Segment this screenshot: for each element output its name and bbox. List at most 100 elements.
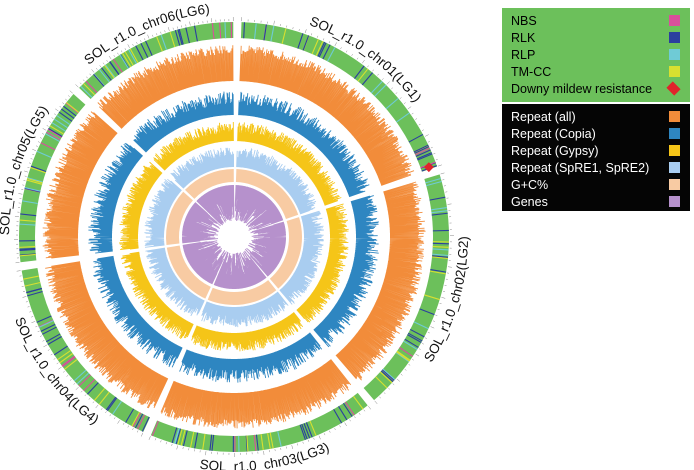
- resistance-gene-mark: [352, 395, 364, 410]
- scale-tick: [316, 35, 319, 38]
- resistance-gene-mark: [19, 253, 36, 256]
- legend-label: G+C%: [511, 177, 549, 192]
- resistance-gene-mark: [112, 58, 123, 73]
- scale-tick: [263, 450, 265, 455]
- histogram-track: [279, 210, 324, 305]
- resistance-gene-mark: [432, 253, 449, 257]
- resistance-gene-mark: [425, 177, 442, 184]
- scale-tick: [91, 69, 95, 73]
- resistance-gene-mark: [112, 400, 123, 415]
- resistance-gene-mark: [47, 335, 62, 345]
- legend-item: Repeat (all): [511, 108, 684, 125]
- resistance-gene-mark: [23, 275, 39, 280]
- scale-tick: [391, 87, 393, 90]
- scale-tick: [58, 366, 62, 370]
- scale-tick: [122, 422, 125, 425]
- resistance-gene-mark: [19, 247, 36, 250]
- scale-tick: [297, 443, 299, 446]
- scale-tick: [99, 65, 102, 68]
- scale-tick: [56, 362, 59, 365]
- scale-tick: [23, 180, 26, 182]
- resistance-gene-mark: [185, 27, 190, 44]
- chromosome-ideogram: [79, 22, 234, 100]
- resistance-gene-mark: [243, 22, 246, 39]
- scale-tick: [437, 164, 442, 167]
- resistance-gene-mark: [245, 435, 248, 452]
- scale-tick: [205, 451, 207, 456]
- gene-density-track: [181, 202, 221, 244]
- resistance-gene-mark: [277, 431, 282, 447]
- resistance-gene-mark: [36, 315, 52, 323]
- resistance-gene-mark: [160, 34, 168, 50]
- resistance-gene-mark: [53, 345, 68, 356]
- resistance-gene-mark: [57, 350, 71, 361]
- resistance-gene-mark: [211, 434, 215, 451]
- scale-tick: [411, 112, 414, 115]
- resistance-gene-mark: [137, 414, 146, 430]
- scale-tick: [82, 79, 85, 82]
- scale-tick: [148, 436, 151, 440]
- resistance-gene-mark: [51, 122, 66, 132]
- histogram-track: [145, 247, 205, 317]
- scale-tick: [127, 44, 130, 48]
- resistance-gene-mark: [194, 432, 199, 449]
- scale-tick: [69, 90, 73, 94]
- resistance-gene-mark: [42, 326, 57, 335]
- resistance-gene-mark: [86, 382, 99, 395]
- scale-tick: [318, 435, 321, 440]
- resistance-gene-mark: [125, 408, 135, 423]
- legend-item: Genes: [511, 193, 684, 210]
- scale-tick: [298, 29, 300, 32]
- scale-tick: [100, 408, 103, 410]
- resistance-gene-mark: [64, 358, 78, 370]
- scale-tick: [399, 97, 402, 99]
- resistance-gene-mark: [40, 323, 56, 332]
- resistance-gene-mark: [403, 340, 418, 350]
- scale-tick: [415, 353, 420, 357]
- scale-tick: [447, 203, 452, 205]
- scale-tick: [106, 59, 108, 62]
- scale-tick: [176, 445, 178, 450]
- scale-tick: [75, 84, 79, 88]
- scale-tick: [437, 308, 440, 311]
- resistance-gene-mark: [269, 432, 274, 449]
- scale-tick: [356, 57, 359, 60]
- scale-tick: [313, 437, 315, 440]
- scale-tick: [310, 33, 313, 36]
- resistance-gene-mark: [379, 371, 393, 384]
- scale-tick: [328, 41, 331, 44]
- histogram-track: [239, 45, 415, 186]
- scale-tick: [329, 430, 331, 433]
- histogram-track: [120, 251, 194, 340]
- resistance-gene-mark: [98, 391, 110, 405]
- resistance-gene-mark: [85, 80, 98, 94]
- resistance-gene-mark: [333, 408, 343, 424]
- legend-item: G+C%: [511, 176, 684, 193]
- scale-tick: [37, 141, 40, 143]
- resistance-gene-mark: [104, 64, 116, 78]
- resistance-gene-legend: NBS RLK RLP TM-CC Downy mildew resistance: [502, 8, 690, 102]
- scale-tick: [418, 348, 421, 350]
- scale-tick: [86, 76, 88, 79]
- resistance-gene-mark: [430, 268, 447, 273]
- scale-tick: [164, 30, 166, 33]
- gc-content-track: [235, 169, 299, 219]
- legend-item: Repeat (SpRE1, SpRE2): [511, 159, 684, 176]
- scale-tick: [302, 441, 304, 444]
- legend-item: RLP: [511, 46, 684, 63]
- scale-tick: [42, 128, 47, 131]
- resistance-gene-mark: [53, 118, 68, 129]
- gene-density-track: [244, 221, 287, 277]
- histogram-track: [179, 332, 323, 383]
- resistance-gene-mark: [396, 350, 411, 361]
- scale-tick: [16, 270, 21, 272]
- scale-tick: [396, 378, 401, 382]
- resistance-gene-mark: [429, 196, 446, 201]
- resistance-gene-mark: [224, 22, 227, 39]
- legend-label: Repeat (all): [511, 109, 576, 124]
- resistance-gene-mark: [432, 246, 449, 248]
- scale-tick: [344, 422, 347, 427]
- legend-swatch: [669, 111, 680, 122]
- histogram-track: [133, 91, 234, 153]
